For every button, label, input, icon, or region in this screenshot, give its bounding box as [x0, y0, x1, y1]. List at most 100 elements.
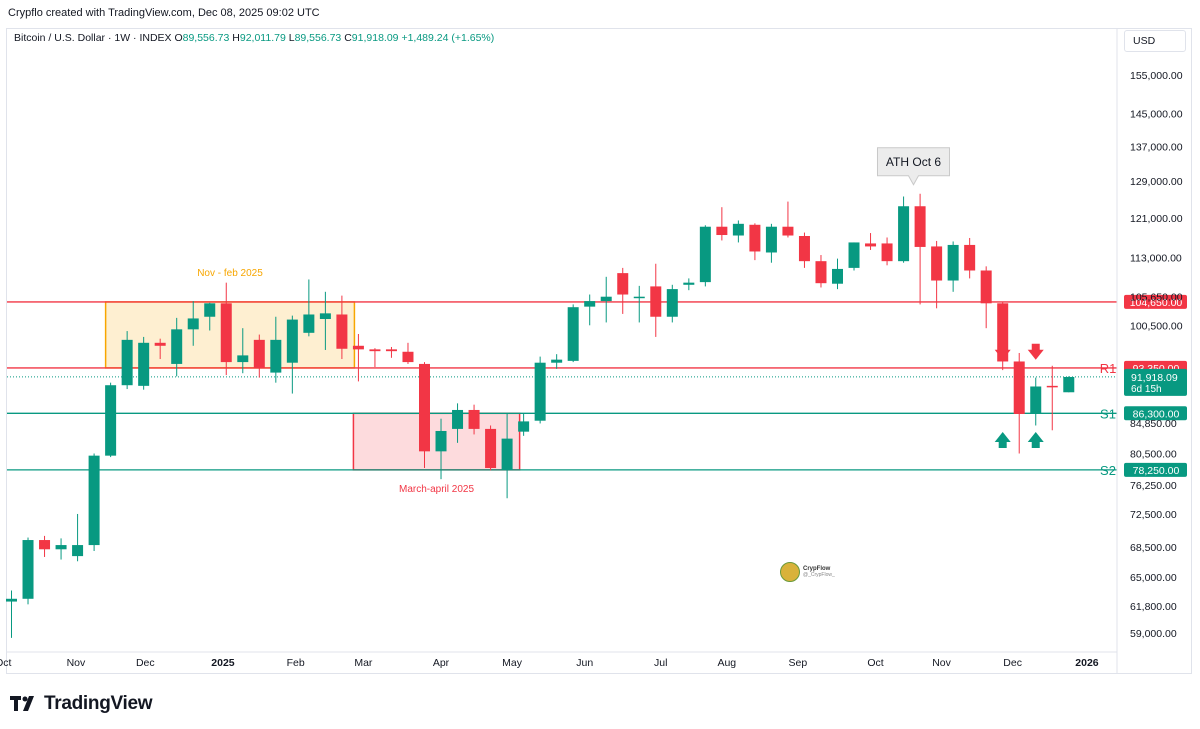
- level-price-label-0: 104,650.00: [1130, 297, 1183, 309]
- candle-body: [881, 243, 893, 262]
- currency-selector[interactable]: USD: [1124, 30, 1186, 52]
- candle-body: [848, 242, 860, 268]
- candle-body: [220, 303, 232, 363]
- x-tick-label: May: [502, 657, 523, 669]
- candle-body: [501, 438, 513, 471]
- x-axis: Oct Nov Dec 2025 Feb Mar Apr May Jun Jul Aug Sep Oct…: [0, 651, 1117, 669]
- watermark-handle: @_CrypFlow_: [803, 572, 835, 578]
- x-tick-label: Jun: [576, 657, 593, 669]
- change-value: +1,489.24 (+1.65%): [401, 32, 495, 44]
- ath-callout-label: ATH Oct 6: [886, 155, 941, 169]
- x-tick-label: Apr: [433, 657, 450, 669]
- candle-body: [584, 301, 596, 307]
- levels-layer: R1 S1 S2: [7, 301, 1117, 478]
- candle-body: [419, 363, 430, 452]
- candle-body: [55, 545, 67, 550]
- candle-body: [22, 540, 34, 599]
- x-tick-label: Oct: [867, 657, 883, 669]
- candle-body: [997, 303, 1009, 362]
- candle-body: [898, 206, 910, 262]
- y-tick-label: 137,000.00: [1130, 141, 1183, 153]
- tradingview-brand: TradingView: [44, 693, 153, 714]
- candle-body: [435, 430, 447, 452]
- candle-body: [683, 282, 695, 285]
- open-value: 89,556.73: [182, 32, 230, 44]
- candle-body: [485, 428, 497, 469]
- y-tick-label: 84,850.00: [1130, 418, 1177, 430]
- current-price-box: [1124, 368, 1187, 396]
- candle-body: [980, 270, 992, 304]
- candle-body: [6, 598, 17, 602]
- chart-frame: [6, 28, 1192, 674]
- candle-body: [666, 289, 678, 317]
- level-tag-1: R1: [1100, 361, 1117, 376]
- candle-body: [782, 226, 794, 236]
- candle-body: [303, 314, 315, 333]
- candle-body: [699, 226, 711, 283]
- level-tag-3: S2: [1100, 463, 1116, 478]
- candle-body: [286, 319, 298, 363]
- candle-body: [518, 421, 530, 432]
- tradingview-logo[interactable]: TradingView: [10, 692, 153, 716]
- level-price-label-2: 86,300.00: [1133, 408, 1180, 420]
- candle-body: [914, 206, 926, 247]
- author-watermark: CrypFlow @_CrypFlow_: [780, 562, 835, 582]
- y-tick-label: 129,000.00: [1130, 176, 1183, 188]
- zone-label-0: Nov - feb 2025: [197, 268, 263, 279]
- candle-body: [798, 236, 810, 262]
- level-price-box-3: [1124, 462, 1187, 477]
- candle-body: [865, 243, 877, 247]
- close-value: 91,918.09: [351, 32, 399, 44]
- x-tick-label: Nov: [932, 657, 951, 669]
- candle-body: [633, 296, 645, 299]
- x-tick-label: Nov: [67, 657, 86, 669]
- candle-body: [1063, 376, 1075, 393]
- candle-body: [964, 244, 976, 271]
- candle-body: [154, 342, 166, 346]
- candle-body: [947, 244, 959, 281]
- y-tick-label: 121,000.00: [1130, 213, 1183, 225]
- candle-body: [39, 540, 51, 550]
- y-tick-label: 68,500.00: [1130, 542, 1177, 554]
- down-arrow-icon-1: [1027, 343, 1044, 360]
- candle-body: [204, 303, 216, 317]
- candle-body: [138, 342, 150, 386]
- watermark-name: CrypFlow: [803, 566, 831, 572]
- y-tick-label: 72,500.00: [1130, 509, 1177, 521]
- low-value: 89,556.73: [294, 32, 342, 44]
- y-axis: 104,650.0093,350.0086,300.0078,250.0091,…: [1116, 29, 1187, 674]
- candle-body: [732, 223, 744, 236]
- candle-body: [352, 345, 364, 350]
- candle-body: [105, 385, 117, 456]
- x-tick-label: Oct: [0, 657, 11, 669]
- symbol-name: Bitcoin / U.S. Dollar · 1W · INDEX: [14, 32, 172, 44]
- y-tick-label: 76,250.00: [1130, 480, 1177, 492]
- candles-layer: [6, 193, 1075, 638]
- author-avatar: [780, 562, 800, 582]
- down-arrow-icon-0: [994, 343, 1011, 360]
- candle-body: [468, 409, 480, 429]
- candle-body: [319, 313, 331, 320]
- candle-body: [832, 268, 843, 284]
- candle-body: [749, 224, 761, 252]
- current-price-label: 91,918.09: [1131, 372, 1178, 384]
- level-price-box-0: [1124, 294, 1187, 309]
- y-tick-label: 105,650.00: [1130, 291, 1183, 303]
- candle-body: [551, 359, 563, 363]
- candle-body: [931, 246, 943, 281]
- candle-body: [534, 362, 546, 421]
- ath-callout-bubble: [876, 147, 950, 186]
- candle-body: [1046, 385, 1058, 388]
- high-label: H: [232, 32, 240, 44]
- candle-body: [237, 355, 249, 363]
- y-tick-label: 145,000.00: [1130, 109, 1183, 121]
- level-price-label-3: 78,250.00: [1133, 465, 1180, 477]
- candle-body: [121, 339, 133, 386]
- y-tick-label: 155,000.00: [1130, 70, 1183, 82]
- up-arrow-icon-2: [994, 432, 1011, 449]
- candle-body: [270, 339, 282, 373]
- candle-body: [88, 455, 100, 546]
- y-tick-label: 59,000.00: [1130, 628, 1177, 640]
- y-tick-label: 80,500.00: [1130, 448, 1177, 460]
